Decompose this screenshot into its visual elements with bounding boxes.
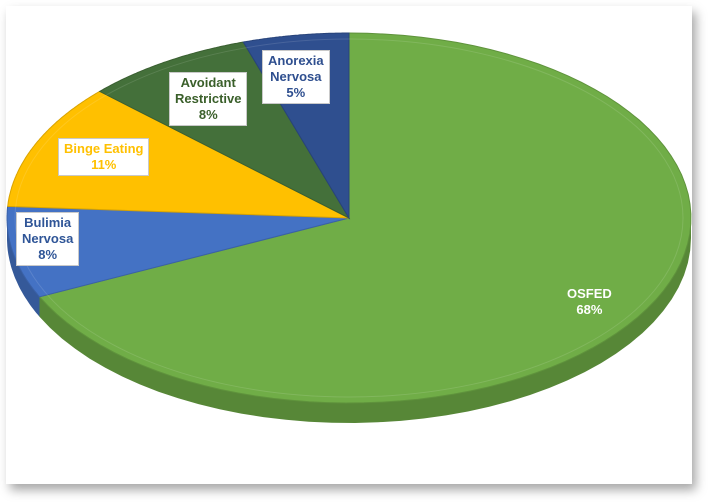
pie-side-1 [7,218,40,317]
slice-label-bulimia-name-2: Nervosa [22,231,74,246]
pie-slice-2 [7,90,350,219]
slice-label-anorexia: Anorexia Nervosa 5% [262,50,330,104]
slice-label-osfed: OSFED 68% [562,284,617,320]
slice-label-avoidant-restrictive: Avoidant Restrictive 8% [169,72,248,126]
pie-side-group [7,218,691,423]
slice-label-bulimia: Bulimia Nervosa 8% [16,212,80,266]
slice-label-anorexia-name-2: Nervosa [270,69,322,84]
slice-label-osfed-name: OSFED [567,286,612,301]
slice-label-bulimia-pct: 8% [38,247,58,262]
slice-label-anorexia-pct: 5% [286,85,306,100]
slice-label-binge-pct: 11% [91,157,117,172]
slice-label-bulimia-name-1: Bulimia [24,215,72,230]
pie-slice-1 [6,205,350,298]
pie-slice-0 [38,32,692,404]
slice-label-avoidant-pct: 8% [198,107,218,122]
slice-label-anorexia-name-1: Anorexia [268,53,324,68]
slice-label-osfed-pct: 68% [576,302,603,317]
slice-label-binge-eating: Binge Eating 11% [58,138,150,176]
pie-slice-3 [98,41,351,220]
slice-label-avoidant-name-2: Restrictive [175,91,242,106]
pie-top-group [6,32,692,404]
slice-label-binge-name: Binge Eating [64,141,144,156]
chart-frame: OSFED 68% Bulimia Nervosa 8% Binge Eatin… [6,6,692,484]
pie-chart [6,32,692,423]
slice-label-avoidant-name-1: Avoidant [180,75,236,90]
pie-rim-highlight [14,38,684,398]
